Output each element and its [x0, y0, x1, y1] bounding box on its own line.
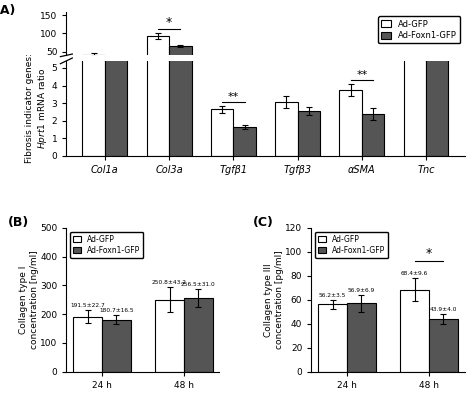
Bar: [155, 299, 184, 372]
Text: (A): (A): [0, 4, 16, 17]
Bar: [82, 55, 105, 70]
Text: 180.7±16.5: 180.7±16.5: [99, 308, 134, 313]
Bar: [169, 46, 191, 70]
Bar: [400, 290, 429, 372]
Bar: [211, 109, 233, 156]
Bar: [169, 0, 191, 156]
Bar: [347, 303, 376, 372]
Bar: [426, 68, 448, 70]
Bar: [319, 304, 347, 372]
Bar: [146, 0, 169, 156]
Y-axis label: Fibrosis indicator genes:
$Hprt1$ mRNA ratio: Fibrosis indicator genes: $Hprt1$ mRNA r…: [25, 53, 49, 163]
Text: 43.9±4.0: 43.9±4.0: [429, 307, 457, 312]
Bar: [211, 69, 233, 70]
Bar: [233, 127, 256, 156]
Bar: [362, 69, 384, 70]
Legend: Ad-GFP, Ad-Foxn1-GFP: Ad-GFP, Ad-Foxn1-GFP: [70, 231, 143, 258]
Bar: [73, 317, 102, 372]
Bar: [339, 90, 362, 156]
Bar: [426, 50, 448, 156]
Bar: [82, 0, 105, 156]
Y-axis label: Collagen type I
concentration [ng/ml]: Collagen type I concentration [ng/ml]: [19, 250, 39, 349]
Text: 56.9±6.9: 56.9±6.9: [348, 288, 375, 293]
Bar: [105, 59, 128, 70]
Text: 56.2±3.5: 56.2±3.5: [319, 293, 346, 298]
Bar: [403, 42, 426, 156]
Text: *: *: [166, 16, 172, 29]
Y-axis label: Collagen type III
concentration [pg/ml]: Collagen type III concentration [pg/ml]: [264, 250, 284, 349]
Bar: [102, 320, 131, 372]
Text: 256.5±31.0: 256.5±31.0: [181, 282, 216, 287]
Text: 68.4±9.6: 68.4±9.6: [401, 271, 428, 276]
Bar: [275, 102, 298, 156]
Legend: Ad-GFP, Ad-Foxn1-GFP: Ad-GFP, Ad-Foxn1-GFP: [315, 231, 388, 258]
Text: 250.8±43.2: 250.8±43.2: [152, 280, 187, 285]
Bar: [298, 69, 320, 70]
Text: (B): (B): [8, 217, 29, 229]
Bar: [233, 69, 256, 70]
Text: **: **: [356, 70, 367, 80]
Text: 191.5±22.7: 191.5±22.7: [70, 303, 105, 308]
Bar: [339, 69, 362, 70]
Bar: [298, 111, 320, 156]
Bar: [362, 114, 384, 156]
Text: **: **: [228, 92, 239, 102]
Text: (C): (C): [253, 217, 274, 229]
Bar: [429, 319, 457, 372]
Bar: [105, 0, 128, 156]
Bar: [403, 67, 426, 70]
Text: *: *: [426, 246, 432, 260]
Bar: [146, 36, 169, 70]
Bar: [184, 298, 212, 372]
Legend: Ad-GFP, Ad-Foxn1-GFP: Ad-GFP, Ad-Foxn1-GFP: [378, 16, 460, 44]
Bar: [275, 69, 298, 70]
